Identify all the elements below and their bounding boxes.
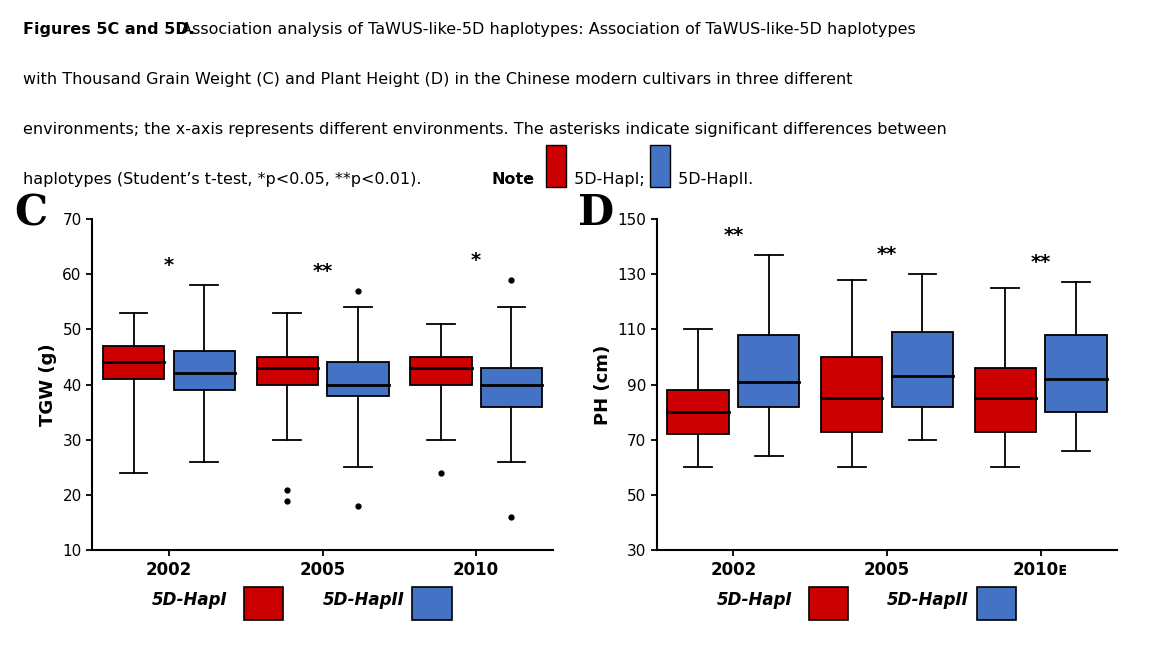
Text: :: : — [526, 172, 537, 187]
Bar — [257, 357, 318, 385]
Bar — [975, 368, 1036, 432]
Text: Association analysis of TaWUS-like-5D haplotypes: Association of TaWUS-like-5D h: Association analysis of TaWUS-like-5D ha… — [175, 22, 916, 37]
Bar — [410, 357, 471, 385]
Bar — [821, 357, 882, 432]
Bar — [546, 145, 566, 188]
Text: **: ** — [723, 226, 743, 245]
Text: D: D — [578, 192, 614, 234]
Bar — [1045, 335, 1107, 412]
Y-axis label: TGW (g): TGW (g) — [39, 343, 56, 426]
Text: 5D-HapI;: 5D-HapI; — [569, 172, 645, 187]
Bar — [892, 332, 953, 406]
Bar — [103, 346, 165, 379]
Bar — [327, 363, 388, 396]
Text: 5D-HapII.: 5D-HapII. — [673, 172, 753, 187]
Bar — [977, 587, 1016, 620]
Text: Note: Note — [492, 172, 535, 187]
Text: 5D-HapI: 5D-HapI — [717, 591, 793, 609]
Text: *: * — [471, 251, 482, 270]
Text: Figures 5C and 5D.: Figures 5C and 5D. — [23, 22, 195, 37]
Text: **: ** — [312, 262, 333, 280]
Text: with Thousand Grain Weight (C) and Plant Height (D) in the Chinese modern cultiv: with Thousand Grain Weight (C) and Plant… — [23, 72, 852, 87]
Text: **: ** — [1031, 253, 1051, 272]
Text: 5D-HapII: 5D-HapII — [323, 591, 404, 609]
Text: environments; the x-axis represents different environments. The asterisks indica: environments; the x-axis represents diff… — [23, 122, 947, 137]
Text: haplotypes (Student’s t-test, *p<0.05, **p<0.01).: haplotypes (Student’s t-test, *p<0.05, *… — [23, 172, 426, 187]
Text: 5D-HapI: 5D-HapI — [152, 591, 228, 609]
Bar — [480, 368, 543, 406]
Bar — [412, 587, 452, 620]
Bar — [174, 351, 235, 390]
Text: C: C — [14, 192, 47, 234]
Bar — [738, 335, 799, 406]
Bar — [244, 587, 283, 620]
Bar — [809, 587, 848, 620]
Text: *: * — [164, 256, 174, 275]
Y-axis label: PH (cm): PH (cm) — [593, 344, 612, 425]
Text: 5D-HapII: 5D-HapII — [887, 591, 969, 609]
Text: **: ** — [877, 245, 897, 264]
Bar — [650, 145, 670, 188]
Bar — [667, 390, 729, 434]
